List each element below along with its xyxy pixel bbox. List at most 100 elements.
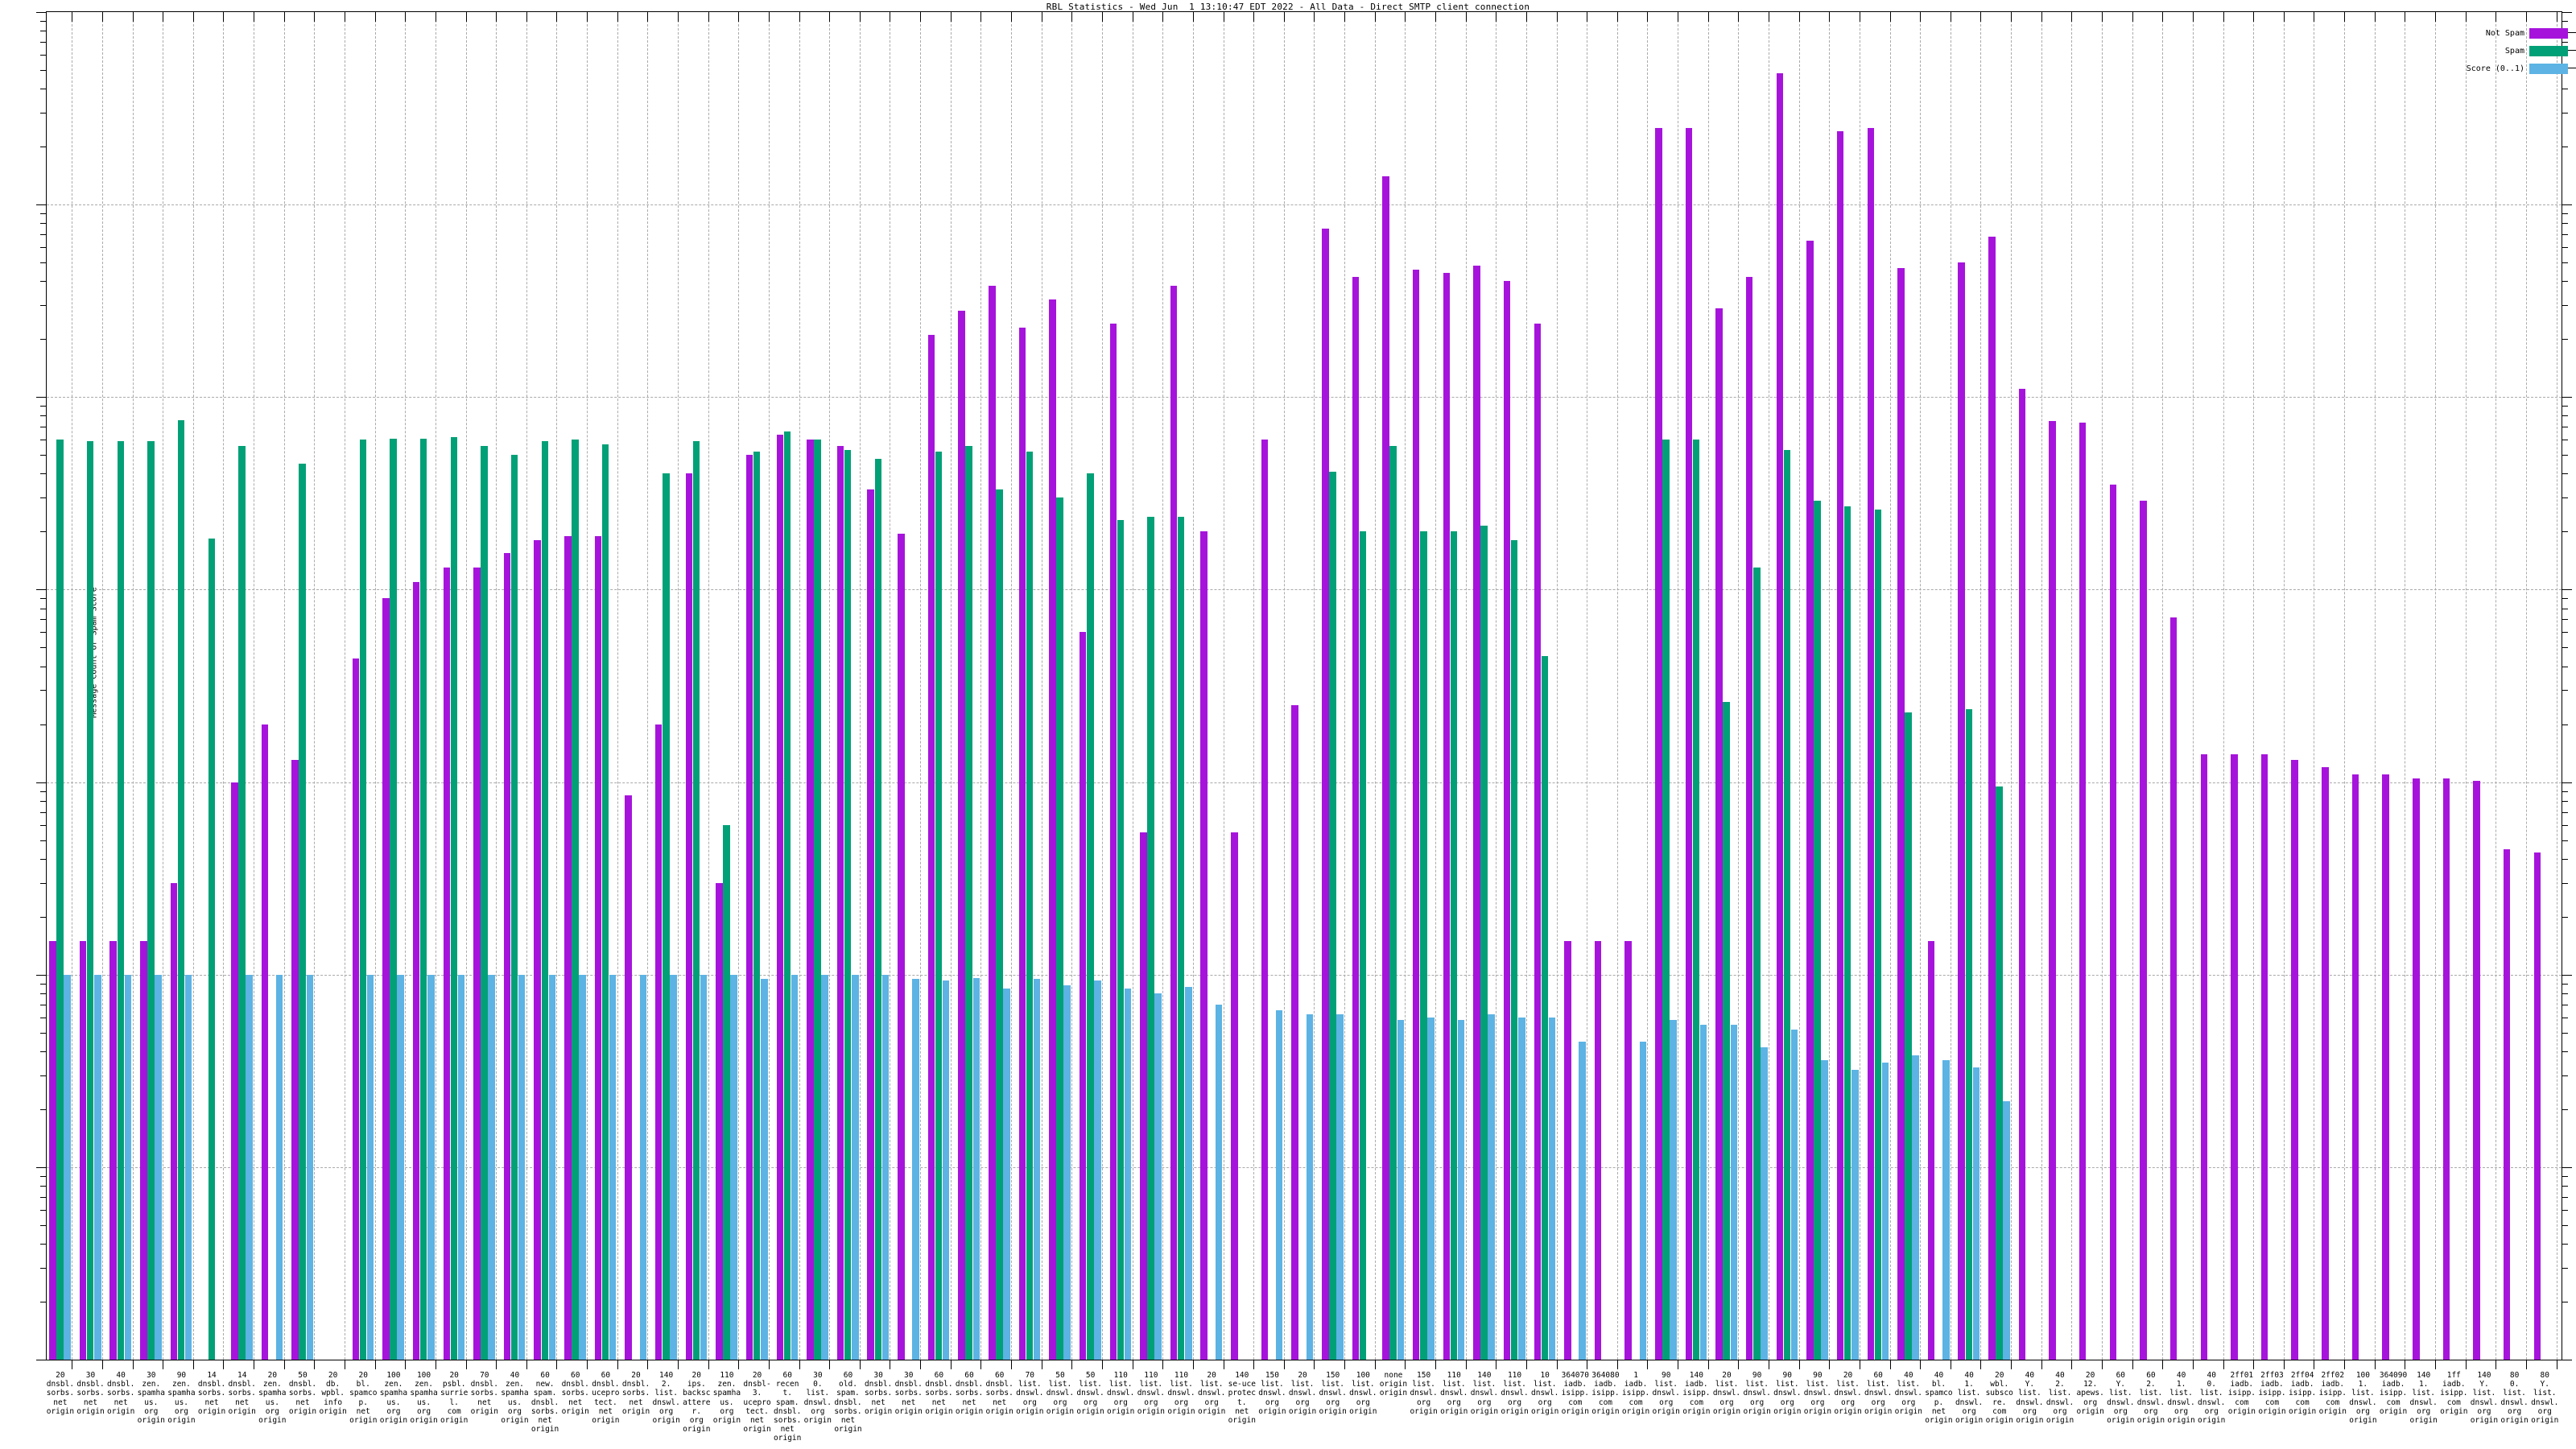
y-axis-tick [2562, 974, 2572, 976]
x-axis-tick-label: 110 list. dnswl. org origin [1501, 1371, 1529, 1416]
x-axis-tick-label: 40 zen. spamhaus. org origin [501, 1371, 529, 1426]
bar-score [1215, 1004, 1223, 1360]
y-gridline [47, 1166, 2562, 1168]
bar-spam [1147, 516, 1154, 1360]
y-axis-minor-tick [40, 305, 47, 307]
x-axis-tick-top [859, 12, 861, 22]
y-axis-minor-tick [2562, 1075, 2568, 1076]
bar-not-spam [1867, 127, 1875, 1360]
x-axis-tick-top [1798, 12, 1800, 22]
y-axis-minor-tick [40, 724, 47, 725]
x-axis-tick-label: none origin origin [1379, 1371, 1408, 1398]
x-axis-tick [374, 1360, 376, 1369]
y-axis-minor-tick [2562, 247, 2568, 249]
bar-spam [299, 464, 306, 1360]
x-axis-tick-label: 20 list. dnswl. org origin [1288, 1371, 1317, 1416]
bar-spam [1783, 450, 1791, 1360]
bar-score [1852, 1070, 1859, 1360]
y-axis-minor-tick [2562, 1051, 2568, 1052]
bar-not-spam [867, 489, 874, 1360]
legend-label: Spam [2504, 46, 2524, 56]
x-gridline [1071, 12, 1073, 1360]
x-axis-tick [829, 1360, 831, 1369]
bar-spam [753, 452, 761, 1360]
bar-score [912, 979, 919, 1360]
x-gridline [283, 12, 285, 1360]
x-axis-tick-label: 90 list. dnswl. org origin [1652, 1371, 1680, 1416]
x-axis-tick [465, 1360, 467, 1369]
bar-spam [177, 419, 185, 1360]
x-gridline [1314, 12, 1315, 1360]
bar-not-spam [1776, 73, 1784, 1360]
x-axis-tick-label: 60 2. list. dnswl. org origin [2136, 1371, 2165, 1426]
x-axis-tick-label: 40 1. list. dnswl. org origin [1955, 1371, 1984, 1426]
x-axis-tick [2162, 1360, 2164, 1369]
x-axis-tick [1071, 1360, 1073, 1369]
x-axis-tick [1405, 1360, 1406, 1369]
legend-tick [2568, 32, 2576, 33]
x-axis-tick-top [1283, 12, 1285, 22]
x-axis-tick-top [2011, 12, 2013, 22]
legend-item[interactable]: Score (0..1) [2423, 60, 2576, 77]
x-gridline [2435, 12, 2437, 1360]
bar-score [1336, 1014, 1344, 1360]
bar-score [1670, 1020, 1677, 1360]
bar-not-spam [1322, 229, 1329, 1360]
bar-score [972, 977, 980, 1360]
x-axis-tick-label: 100 zen. spamhaus. org origin [410, 1371, 438, 1426]
bar-spam [1510, 540, 1518, 1360]
bar-score [1094, 980, 1101, 1360]
y-axis-minor-tick [40, 1209, 47, 1211]
x-axis-tick [2132, 1360, 2133, 1369]
x-axis-tick-top [1101, 12, 1103, 22]
x-axis-tick [1616, 1360, 1618, 1369]
bar-score [1790, 1029, 1798, 1360]
x-axis-tick-top [950, 12, 952, 22]
y-axis-minor-tick [2562, 113, 2568, 114]
x-axis-tick [1192, 1360, 1194, 1369]
bar-spam [663, 473, 670, 1360]
bar-not-spam [1049, 299, 1056, 1360]
x-axis-tick-top [192, 12, 194, 22]
x-axis-tick [2525, 1360, 2527, 1369]
x-axis-tick-top [1314, 12, 1315, 22]
bar-score [427, 974, 435, 1360]
x-axis-tick-label: 364070 iadb. isipp. com origin [1561, 1371, 1589, 1416]
x-gridline [980, 12, 982, 1360]
bar-not-spam [1745, 277, 1753, 1360]
bar-not-spam [2351, 774, 2359, 1360]
x-gridline [465, 12, 467, 1360]
y-axis-tick [36, 397, 47, 398]
x-axis-tick-label: 40 2. list. dnswl. org origin [2046, 1371, 2074, 1426]
y-axis-minor-tick [40, 247, 47, 249]
legend-item[interactable]: Spam [2423, 42, 2576, 60]
x-axis-tick-top [920, 12, 922, 22]
x-axis-tick-top [708, 12, 709, 22]
x-axis-tick-top [2223, 12, 2224, 22]
x-axis-tick [1314, 1360, 1315, 1369]
bar-not-spam [1564, 940, 1571, 1360]
x-gridline [2011, 12, 2013, 1360]
x-axis-tick-label: 80 Y. list. dnswl. org origin [2531, 1371, 2559, 1426]
x-axis-tick-label: 50 list. dnswl. org origin [1046, 1371, 1075, 1416]
x-axis-tick-label: 140 2. list. dnswl. org origin [652, 1371, 680, 1426]
y-axis-minor-tick [40, 993, 47, 994]
y-axis-tick [36, 589, 47, 591]
bar-not-spam [1412, 269, 1420, 1360]
x-gridline [587, 12, 588, 1360]
y-axis-minor-tick [40, 811, 47, 813]
x-axis-tick-label: 2ff03 iadb. isipp. com origin [2258, 1371, 2286, 1416]
y-axis-minor-tick [40, 223, 47, 225]
bar-spam [450, 436, 458, 1360]
x-axis-tick [2071, 1360, 2073, 1369]
bar-not-spam [1231, 832, 1238, 1360]
bar-spam [1389, 445, 1397, 1360]
legend-item[interactable]: Not Spam [2423, 24, 2576, 42]
x-axis-tick-label: 60 Y. list. dnswl. org origin [2107, 1371, 2135, 1426]
x-axis-tick-label: 2ff01 iadb. isipp. com origin [2227, 1371, 2256, 1416]
bar-score [457, 974, 465, 1360]
x-gridline [1283, 12, 1285, 1360]
x-gridline [1162, 12, 1164, 1360]
y-axis-minor-tick [40, 882, 47, 884]
x-axis-tick [1162, 1360, 1164, 1369]
